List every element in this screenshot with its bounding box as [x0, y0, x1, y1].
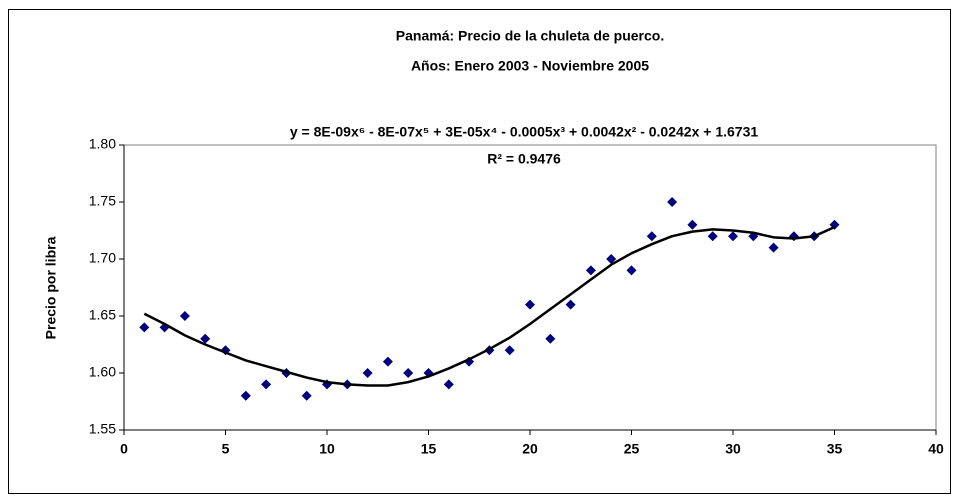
data-point: [667, 197, 678, 207]
data-point: [382, 356, 393, 367]
data-point: [545, 333, 556, 344]
x-tick-label: 15: [421, 441, 437, 457]
x-tick-label: 40: [928, 441, 944, 457]
y-tick-label: 1.80: [89, 136, 116, 152]
data-point: [200, 333, 211, 344]
data-point: [646, 231, 657, 242]
x-tick-label: 25: [624, 441, 640, 457]
y-tick-label: 1.65: [89, 307, 116, 323]
data-point: [565, 299, 576, 310]
y-tick-label: 1.55: [89, 421, 116, 437]
r-squared: R² = 0.9476: [487, 151, 561, 167]
y-tick-label: 1.70: [89, 250, 116, 266]
data-point: [728, 231, 738, 242]
trend-equation: y = 8E-09x⁶ - 8E-07x⁵ + 3E-05x⁴ - 0.0005…: [290, 124, 758, 140]
data-point: [403, 368, 414, 378]
data-point: [443, 379, 454, 390]
chart-subtitle: Años: Enero 2003 - Noviembre 2005: [411, 58, 649, 74]
data-point: [768, 242, 779, 253]
data-point: [139, 322, 150, 333]
x-tick-label: 0: [120, 441, 128, 457]
x-tick-label: 20: [522, 441, 538, 457]
data-point: [707, 231, 718, 242]
data-point: [585, 265, 596, 276]
y-axis-label: Precio por libra: [43, 236, 59, 339]
data-point: [240, 390, 251, 401]
y-tick-label: 1.60: [89, 364, 116, 380]
data-point: [687, 219, 698, 230]
data-point: [626, 265, 637, 276]
trendline: [143, 225, 836, 387]
data-point: [606, 254, 617, 264]
data-point: [504, 345, 515, 356]
chart-title: Panamá: Precio de la chuleta de puerco.: [396, 28, 664, 44]
y-tick-label: 1.75: [89, 193, 116, 209]
data-point: [362, 368, 373, 378]
x-tick-label: 5: [222, 441, 230, 457]
x-tick-label: 35: [827, 441, 843, 457]
data-point: [261, 379, 272, 390]
data-point: [301, 390, 312, 401]
x-tick-label: 10: [319, 441, 335, 457]
chart-border: [8, 9, 951, 494]
data-point: [525, 299, 535, 310]
x-tick-label: 30: [725, 441, 741, 457]
data-point: [179, 311, 190, 321]
